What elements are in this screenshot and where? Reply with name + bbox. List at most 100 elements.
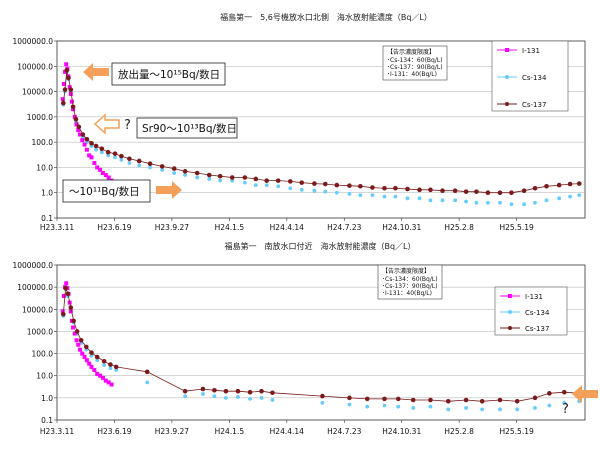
y-tick-label: 10000.0 (22, 305, 53, 314)
data-point-cs137 (393, 185, 398, 191)
x-tick-label: H25.5.19 (499, 223, 533, 232)
legend-label: Cs-137 (522, 101, 546, 109)
data-point-cs137 (64, 67, 70, 73)
data-point-cs137 (65, 291, 71, 297)
data-point-cs134 (323, 189, 328, 194)
legend-label: I-131 (525, 293, 543, 301)
data-point-cs134 (119, 157, 124, 162)
data-point-cs134 (405, 196, 410, 201)
data-point-i131 (71, 107, 76, 112)
data-point-cs137 (71, 318, 76, 324)
data-point-cs134 (334, 190, 339, 195)
y-tick-label: 10.0 (36, 372, 53, 381)
y-tick-label: 1000000.0 (12, 37, 53, 46)
data-point-cs134 (347, 402, 352, 407)
data-point-i131 (67, 85, 72, 90)
data-point-i131 (71, 325, 76, 330)
orange-arrow-left (572, 385, 598, 403)
data-point-cs137 (275, 178, 281, 183)
data-point-cs137 (127, 156, 132, 162)
data-point-cs137 (61, 100, 66, 106)
y-tick-label: 100000.0 (17, 283, 53, 292)
data-point-cs134 (370, 193, 375, 198)
x-tick-label: H24.10.31 (382, 223, 421, 232)
data-point-cs137 (89, 350, 94, 355)
legend-label: I-131 (522, 47, 540, 55)
data-point-cs137 (63, 285, 68, 291)
data-point-i131 (82, 142, 87, 147)
data-point-cs137 (323, 181, 328, 187)
x-tick-label: H25.2.8 (444, 223, 474, 232)
data-point-cs137 (74, 329, 80, 334)
data-point-cs137 (113, 364, 119, 370)
data-point-cs137 (544, 183, 549, 189)
y-tick-label: 10000.0 (22, 88, 53, 97)
data-point-cs134 (145, 380, 150, 385)
data-point-i131 (106, 380, 111, 385)
data-point-cs137 (532, 185, 538, 191)
orange-arrow-right (156, 181, 182, 199)
data-point-cs137 (428, 397, 433, 403)
data-point-cs134 (347, 191, 352, 196)
data-point-cs137 (78, 337, 84, 343)
data-point-cs134 (106, 153, 111, 158)
data-point-i131 (106, 175, 111, 180)
data-point-cs137 (382, 396, 387, 402)
data-point-cs137 (62, 87, 68, 92)
x-tick-label: H24.7.23 (327, 427, 361, 436)
data-point-cs137 (485, 190, 491, 196)
data-point-cs134 (89, 353, 94, 358)
data-point-cs137 (217, 173, 223, 179)
data-point-cs137 (312, 181, 317, 186)
legend-box (491, 40, 569, 112)
annotation-box (136, 117, 238, 139)
data-point-cs137 (334, 182, 340, 188)
limits-title: 【告示濃度限度】 (382, 267, 430, 275)
data-point-cs134 (464, 406, 468, 410)
data-point-cs137 (171, 166, 177, 171)
data-point-cs134 (577, 193, 582, 198)
data-point-cs134 (94, 147, 98, 152)
chart-title: 福島第一 5,6号機放水口北側 海水放射能濃度（Bq／L） (220, 12, 432, 22)
data-point-i131 (87, 153, 92, 158)
data-point-cs137 (200, 386, 206, 392)
y-tick-label: 100.0 (32, 350, 54, 359)
data-point-cs137 (509, 190, 514, 196)
data-point-cs137 (223, 388, 229, 394)
data-point-cs137 (259, 388, 264, 394)
question-mark: ? (124, 118, 131, 133)
x-tick-label: H24.7.23 (327, 223, 361, 232)
data-point-cs137 (206, 172, 212, 178)
data-point-cs137 (440, 188, 445, 194)
limits-line: ･Cs-137：90(Bq/L) (387, 64, 443, 71)
data-point-cs137 (247, 389, 253, 395)
x-tick-label: H24.4.14 (270, 223, 304, 232)
data-point-cs134 (515, 407, 520, 412)
data-point-cs137 (463, 397, 469, 403)
data-point-cs137 (347, 183, 352, 188)
data-point-cs137 (84, 344, 89, 350)
data-point-i131 (64, 281, 69, 286)
data-point-i131 (68, 309, 73, 314)
question-mark: ? (562, 402, 569, 417)
data-point-cs134 (242, 180, 247, 185)
data-point-cs137 (66, 75, 71, 81)
data-point-cs137 (99, 146, 105, 152)
data-point-cs134 (248, 396, 252, 401)
legend-marker (505, 75, 509, 79)
x-tick-label: H23.9.27 (155, 223, 189, 232)
data-point-i131 (82, 355, 87, 360)
data-point-cs134 (148, 165, 152, 170)
data-point-cs137 (395, 396, 401, 402)
data-point-cs137 (364, 396, 370, 402)
data-point-cs134 (95, 358, 100, 363)
data-point-cs134 (365, 404, 370, 409)
data-point-cs137 (105, 149, 111, 155)
data-point-cs137 (112, 151, 118, 156)
data-point-i131 (89, 364, 94, 369)
data-point-i131 (64, 62, 69, 67)
data-point-i131 (63, 69, 68, 74)
data-point-cs137 (474, 189, 479, 194)
data-point-cs137 (497, 397, 503, 403)
